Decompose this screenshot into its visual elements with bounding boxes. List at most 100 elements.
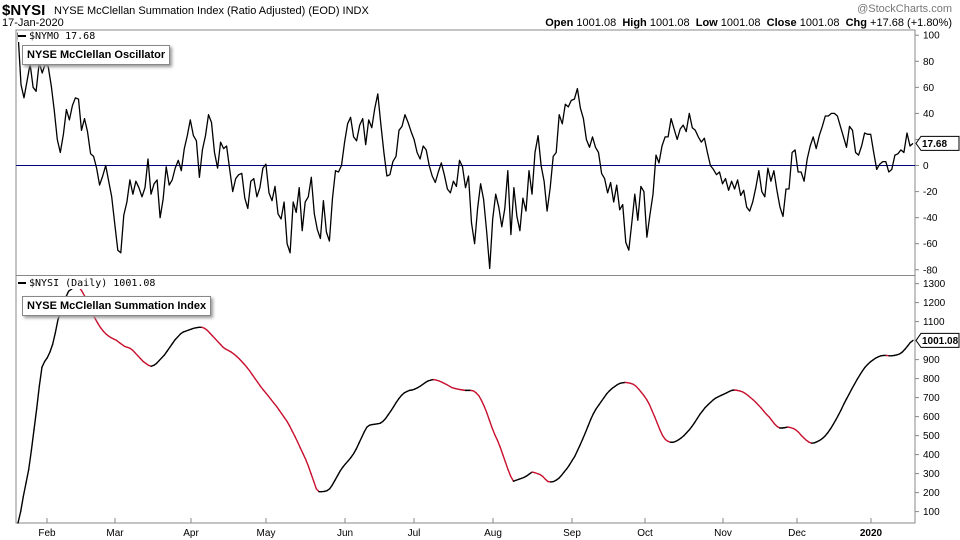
summation-segment: [246, 366, 251, 372]
summation-segment: [283, 416, 288, 423]
summation-y-tick-label: 500: [923, 431, 940, 442]
summation-segment: [169, 342, 174, 348]
summation-segment: [254, 377, 259, 384]
summation-y-tick-label: 300: [923, 469, 940, 480]
oscillator-y-tick-label: -20: [923, 187, 938, 198]
summation-segment: [299, 447, 304, 455]
summation-segment: [478, 395, 483, 402]
chart-date: 17-Jan-2020: [2, 17, 64, 29]
summation-segment: [848, 388, 853, 395]
summation-y-tick-label: 1100: [923, 317, 945, 328]
open-label: Open: [545, 17, 574, 29]
summation-legend-swatch: [18, 282, 26, 284]
summation-segment: [249, 370, 254, 376]
oscillator-y-tick-label: -60: [923, 239, 938, 250]
summation-last-value-box: [915, 332, 960, 348]
summation-segment: [592, 408, 597, 415]
summation-segment: [49, 343, 54, 353]
summation-segment: [840, 403, 845, 411]
summation-y-tick-label: 100: [923, 507, 940, 518]
summation-segment: [328, 484, 334, 490]
oscillator-line: [17, 32, 914, 270]
summation-segment: [571, 455, 576, 462]
summation-y-tick-label: 700: [923, 393, 940, 404]
x-tick-label: Aug: [484, 528, 502, 539]
summation-segment: [835, 414, 840, 421]
x-tick-label: Mar: [106, 528, 124, 539]
summation-segment: [576, 444, 581, 452]
summation-segment: [483, 405, 488, 414]
summation-segment: [499, 446, 504, 456]
summation-segment: [286, 420, 291, 427]
summation-segment: [81, 290, 86, 297]
summation-segment: [259, 385, 264, 391]
summation-segment: [656, 422, 661, 431]
x-tick-label: Dec: [788, 528, 806, 539]
summation-segment: [568, 459, 573, 466]
summation-segment: [27, 450, 33, 471]
summation-segment: [312, 480, 318, 490]
summation-segment: [350, 452, 355, 459]
summation-segment: [560, 471, 565, 477]
summation-segment: [363, 426, 368, 433]
summation-segment: [35, 385, 41, 410]
summation-segment: [771, 419, 776, 425]
summation-segment: [861, 366, 866, 372]
x-tick-label: 2020: [860, 528, 883, 539]
summation-segment: [643, 395, 648, 401]
summation-y-tick-label: 1300: [923, 279, 946, 290]
summation-segment: [491, 427, 496, 436]
ohlc-readout: Open 1001.08 High 1001.08 Low 1001.08 Cl…: [545, 17, 952, 29]
summation-segment: [97, 322, 102, 329]
summation-segment: [597, 400, 603, 406]
oscillator-legend: $NYMO 17.68: [18, 31, 96, 42]
summation-segment: [251, 374, 256, 380]
summation-segment: [688, 425, 693, 431]
summation-segment: [566, 464, 571, 470]
watermark: @StockCharts.com: [857, 3, 952, 15]
summation-segment: [768, 416, 773, 422]
oscillator-y-tick-label: 80: [923, 57, 935, 68]
summation-segment: [600, 396, 605, 403]
summation-segment: [696, 413, 701, 420]
summation-legend: $NYSI (Daily) 1001.08: [18, 278, 156, 289]
summation-last-value-label: 1001.08: [922, 336, 959, 347]
oscillator-y-tick-label: 100: [923, 31, 940, 42]
summation-y-tick-label: 900: [923, 355, 940, 366]
summation-segment: [574, 450, 579, 458]
summation-segment: [510, 475, 515, 482]
summation-segment: [278, 409, 283, 415]
summation-segment: [307, 465, 312, 475]
summation-segment: [504, 461, 509, 471]
summation-segment: [38, 366, 43, 387]
oscillator-y-tick-label: 0: [923, 161, 929, 172]
summation-segment: [579, 438, 584, 446]
summation-segment: [829, 423, 834, 430]
summation-segment: [653, 415, 658, 424]
summation-segment: [659, 429, 664, 437]
summation-segment: [502, 453, 507, 463]
summation-segment: [390, 406, 395, 412]
oscillator-y-tick-label: -80: [923, 265, 938, 276]
low-label: Low: [695, 17, 718, 29]
summation-segment: [699, 410, 704, 416]
summation-segment: [310, 472, 315, 482]
high-value: 1001.08: [649, 17, 690, 29]
chart-symbol: $NYSI: [2, 2, 46, 19]
summation-segment: [22, 482, 27, 498]
summation-segment: [51, 332, 56, 346]
summation-segment: [270, 398, 275, 404]
summation-segment: [837, 409, 842, 416]
summation-segment: [582, 432, 587, 440]
summation-segment: [360, 431, 365, 439]
summation-segment: [496, 439, 501, 448]
summation-segment: [856, 374, 861, 381]
summation-segment: [30, 429, 35, 452]
x-tick-label: Feb: [38, 528, 56, 539]
summation-segment: [701, 406, 706, 412]
summation-segment: [43, 357, 49, 363]
summation-segment: [906, 341, 912, 347]
summation-segment: [46, 351, 51, 359]
oscillator-legend-text: $NYMO 17.68: [29, 31, 96, 42]
x-tick-label: Jun: [337, 528, 353, 539]
